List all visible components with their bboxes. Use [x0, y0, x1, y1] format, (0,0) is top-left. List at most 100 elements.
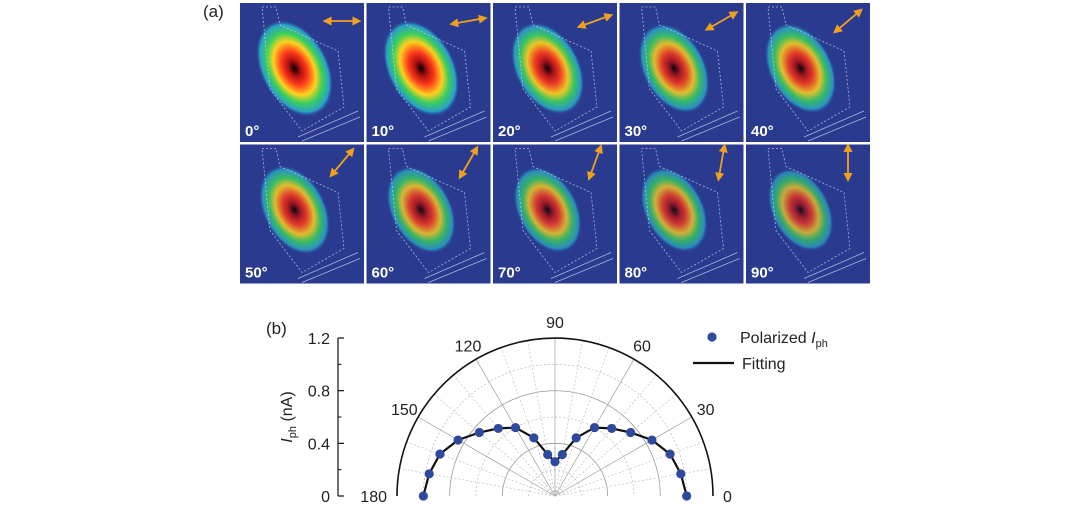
polarization-arrow: [449, 14, 488, 28]
polarization-arrow: [329, 147, 355, 178]
electrode-outline: [424, 252, 487, 283]
electrode-outline: [677, 252, 740, 283]
electrode-outline: [297, 110, 361, 142]
device-outline: [641, 148, 724, 274]
angle-label: 70°: [498, 265, 521, 282]
photocurrent-spot: [764, 23, 837, 114]
angle-label: 40°: [751, 123, 774, 140]
y-axis-label: Iph (nA): [279, 391, 299, 442]
electrode-outline: [550, 110, 614, 142]
photocurrent-spot: [513, 166, 582, 253]
angle-label: 90°: [751, 265, 774, 282]
photocurrent-spot: [510, 21, 585, 115]
data-point: [510, 422, 521, 433]
theta-tick-label: 180: [360, 489, 387, 506]
photocurrent-spot: [382, 20, 460, 117]
data-point: [647, 435, 657, 445]
y-tick-label: 0: [321, 489, 330, 506]
angular-gridline: [417, 416, 556, 497]
y-tick-label: 0.8: [308, 384, 330, 401]
angle-label: 60°: [372, 265, 395, 282]
legend-label-fitting: Fitting: [742, 356, 786, 373]
polarization-arrow: [576, 13, 614, 29]
electrode-outline: [677, 110, 740, 142]
data-point: [435, 449, 445, 459]
polarization-arrow: [715, 143, 728, 182]
electrode-outline: [803, 110, 867, 142]
data-point: [550, 457, 560, 467]
photocurrent-spot: [767, 168, 834, 252]
legend: Polarized Iph Fitting: [693, 330, 828, 373]
photocurrent-spot: [386, 166, 456, 254]
map-tile: 10°: [366, 3, 491, 142]
angle-label: 20°: [498, 123, 521, 140]
polarization-arrow: [458, 145, 479, 180]
y-tick-label: 0.4: [308, 436, 330, 453]
electrode-outline: [424, 110, 487, 142]
photocurrent-spot: [258, 165, 331, 255]
photocurrent-spot: [640, 167, 708, 253]
electrode-outline: [550, 252, 614, 283]
data-point: [571, 433, 581, 443]
polar-boundary: [396, 337, 714, 497]
device-outline: [641, 6, 724, 132]
theta-tick-label: 0: [723, 489, 732, 506]
device-outline: [767, 148, 851, 274]
panel-b-label: (b): [266, 319, 287, 338]
polarization-arrow: [587, 144, 603, 181]
data-point: [424, 469, 434, 479]
photocurrent-spot: [638, 23, 710, 114]
photocurrent-spot: [255, 19, 334, 117]
data-point: [676, 469, 686, 479]
data-point: [665, 449, 675, 459]
data-point: [557, 449, 567, 460]
device-outline: [261, 6, 345, 132]
polarization-arrow: [833, 8, 863, 34]
map-tile: 70°: [493, 144, 617, 284]
angle-label: 30°: [625, 123, 648, 140]
angular-gridline: [406, 441, 556, 497]
theta-tick-label: 150: [391, 402, 418, 419]
device-outline: [261, 148, 345, 274]
data-point: [682, 491, 692, 501]
theta-tick-label: 60: [633, 338, 651, 355]
angle-label: 80°: [625, 265, 648, 282]
data-point: [418, 491, 428, 501]
device-outline: [388, 148, 471, 274]
map-tile: 30°: [619, 3, 744, 142]
data-point: [607, 423, 617, 434]
angle-label: 50°: [245, 265, 268, 282]
device-outline: [514, 6, 598, 132]
map-tile: 40°: [746, 3, 870, 142]
theta-tick-label: 120: [455, 338, 482, 355]
y-axis: 0 0.4 0.8 1.2 Iph (nA): [279, 331, 344, 506]
panel-a-label: (a): [203, 2, 224, 21]
data-point: [543, 449, 553, 460]
map-tile: 90°: [746, 143, 870, 284]
electrode-outline: [297, 252, 361, 283]
data-point: [589, 422, 600, 433]
data-point: [626, 427, 636, 438]
angle-label: 10°: [372, 123, 395, 140]
data-point: [474, 427, 484, 438]
polar-plot: 0 30 60 90 120 150 180: [360, 315, 732, 506]
theta-tick-label: 30: [697, 402, 715, 419]
data-point: [453, 435, 463, 445]
map-tile: 50°: [240, 144, 364, 284]
data-point: [529, 433, 539, 443]
electrode-outline: [803, 252, 867, 283]
data-point: [493, 423, 503, 434]
device-outline: [514, 148, 598, 274]
y-tick-label: 1.2: [308, 331, 330, 348]
angle-label: 0°: [245, 123, 259, 140]
map-tile: 0°: [240, 3, 364, 142]
photocurrent-maps: 0° 10° 20° 30° 40° 50° 60° 70° 80° 90°: [240, 3, 870, 284]
polarization-arrow: [704, 11, 739, 31]
device-outline: [388, 6, 471, 132]
legend-marker: [707, 332, 717, 342]
theta-tick-label: 90: [546, 315, 564, 332]
angular-gridline: [554, 347, 610, 497]
legend-label-polarized: Polarized Iph: [740, 330, 828, 350]
map-tile: 60°: [366, 144, 491, 284]
